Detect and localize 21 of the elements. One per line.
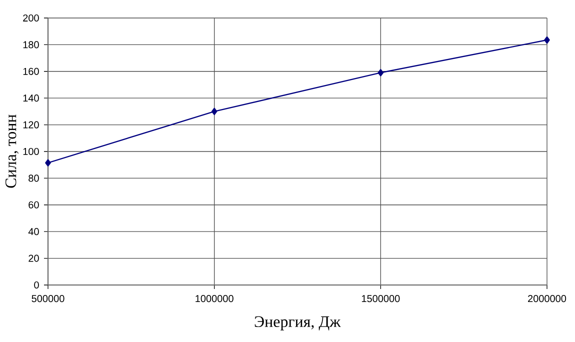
y-tick-label: 200: [23, 14, 39, 22]
y-tick-label: 160: [23, 68, 39, 75]
y-tick-label: 20: [28, 254, 39, 262]
y-tick-label: 180: [23, 41, 39, 48]
x-tick-label: 1000000: [196, 295, 234, 302]
y-tick-label: 140: [23, 94, 39, 102]
x-tick-label: 2000000: [528, 295, 566, 302]
y-tick-label: 60: [28, 201, 39, 208]
point: [378, 69, 384, 76]
y-tick-label: 100: [23, 148, 39, 156]
y-tick-label: 40: [28, 228, 39, 236]
y-axis-title: Сила, тонн: [5, 114, 19, 188]
y-tick-label: 80: [28, 174, 39, 182]
x-tick-label: 500000: [32, 295, 64, 302]
point: [45, 159, 51, 167]
point: [544, 36, 550, 44]
point: [211, 108, 218, 116]
x-axis-title: Энергия, Дж: [254, 316, 341, 330]
y-tick-label: 120: [23, 121, 39, 128]
x-tick-label: 1500000: [362, 295, 400, 302]
y-tick-label: 0: [34, 281, 39, 289]
